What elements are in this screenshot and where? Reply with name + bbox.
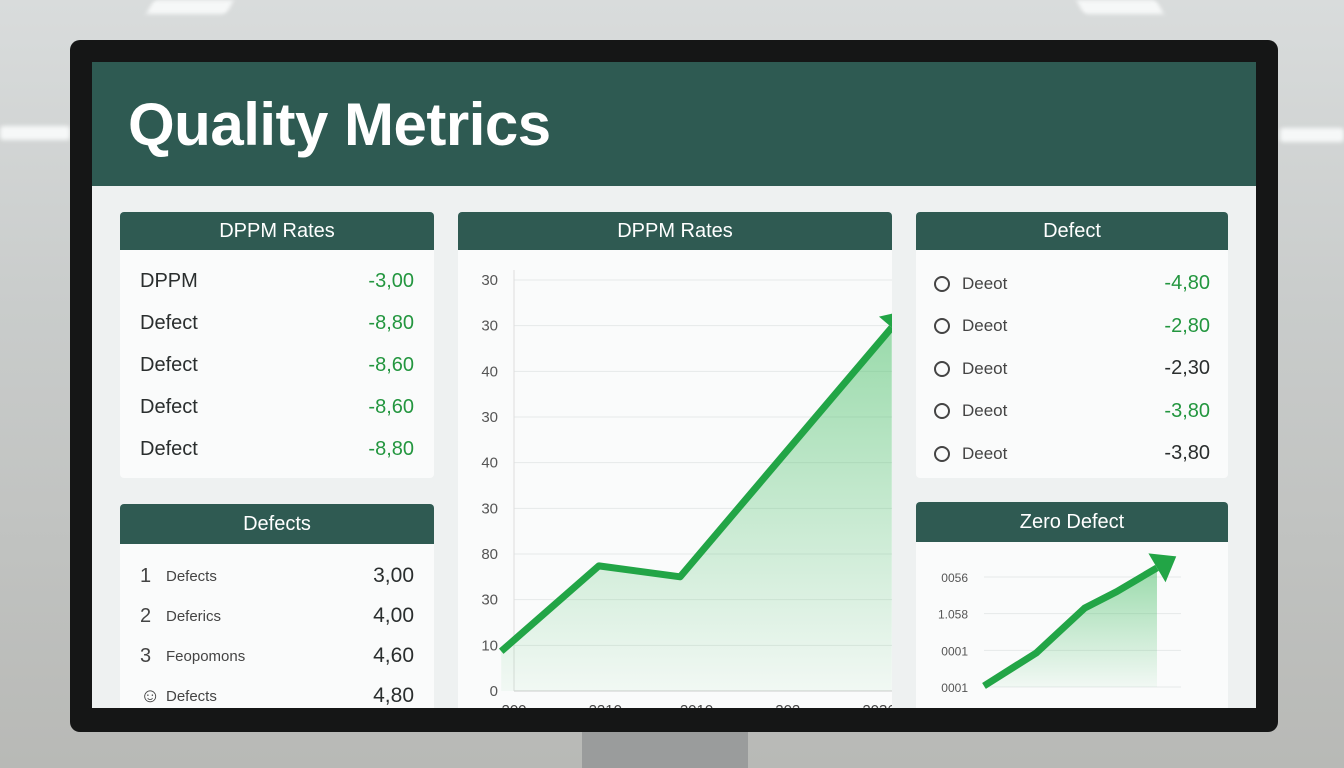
defect-label: Deeot (962, 316, 1008, 335)
monitor-stand (582, 730, 748, 768)
defect-label: Deeot (962, 273, 1008, 293)
y-tick-label: 0001 (941, 644, 968, 658)
dppm-chart-panel: DPPM Rates 0 10 30 80 30 40 30 40 30 30 200 2210 201… (458, 212, 892, 708)
metric-value: -3,00 (368, 270, 414, 292)
row-index: ☺ (140, 684, 161, 707)
panel-title: DPPM Rates (120, 212, 434, 250)
radio-button[interactable] (934, 360, 950, 377)
y-tick-label: 30 (481, 272, 498, 289)
defect-value: -2,30 (1164, 357, 1210, 379)
defect-label: Defects (166, 687, 217, 705)
list-item[interactable]: Deeot -2,80 (916, 315, 1228, 338)
defect-label: Deferics (166, 607, 222, 625)
list-item[interactable]: Deeot -2,30 (916, 357, 1228, 380)
defect-panel: Defect Deeot -4,80 Deeot -2,80 Deeot -2,30 Dee… (916, 212, 1228, 478)
list-item: 1 Defects 3,00 (120, 564, 434, 588)
dppm-line-chart: 0 10 30 80 30 40 30 40 30 30 200 2210 2010 202 2036 (481, 270, 892, 708)
defect-value: 4,60 (373, 644, 414, 667)
list-item[interactable]: Deeot -3,80 (916, 400, 1228, 423)
metric-label: DPPM (140, 270, 198, 292)
zero-defect-chart: 0001 0001 1.058 0056 (938, 553, 1181, 695)
list-item: Defect -8,60 (120, 354, 434, 377)
defect-value: -3,80 (1164, 399, 1210, 422)
defect-label: Deeot (962, 358, 1008, 378)
x-tick-label: 2210 (589, 702, 622, 708)
defect-value: 4,80 (373, 684, 414, 707)
list-item: Defect -8,80 (120, 438, 434, 461)
header: Quality Metrics (92, 62, 1256, 186)
x-tick-label: 2010 (680, 702, 713, 708)
row-index: 2 (140, 604, 152, 627)
defect-label: Deeot (962, 443, 1008, 463)
metric-value: -8,60 (368, 354, 414, 376)
x-tick-label: 200 (501, 702, 526, 708)
x-tick-label: 202 (775, 702, 800, 708)
metric-label: Defect (140, 396, 198, 418)
metric-value: -8,80 (368, 438, 414, 460)
y-tick-label: 30 (481, 318, 498, 335)
defect-value: 4,00 (373, 604, 414, 627)
panel-title: DPPM Rates (458, 212, 892, 250)
list-item: ☺ Defects 4,80 (120, 684, 434, 708)
y-tick-label: 80 (481, 546, 498, 563)
list-item: DPPM -3,00 (120, 270, 434, 293)
list-item[interactable]: Deeot -3,80 (916, 442, 1228, 465)
metric-value: -8,80 (368, 312, 414, 334)
metric-value: -8,60 (368, 396, 414, 418)
y-tick-label: 0056 (941, 571, 968, 585)
y-tick-label: 0 (490, 683, 498, 700)
radio-button[interactable] (934, 318, 950, 334)
list-item: 2 Deferics 4,00 (120, 604, 434, 628)
ceiling-light (145, 0, 235, 14)
defect-value: 3,00 (373, 564, 414, 587)
list-item[interactable]: Deeot -4,80 (916, 272, 1228, 295)
metric-label: Defect (140, 354, 198, 376)
page-title: Quality Metrics (128, 90, 551, 158)
list-item: Defect -8,80 (120, 312, 434, 335)
y-tick-label: 10 (481, 637, 498, 654)
y-tick-label: 40 (481, 455, 498, 472)
ceiling-light (0, 126, 70, 140)
series-line (498, 325, 892, 654)
dppm-rates-panel: DPPM Rates DPPM -3,00 Defect -8,80 Defect -8,… (120, 212, 434, 478)
defect-value: -3,80 (1164, 442, 1210, 464)
area-fill (501, 327, 892, 691)
arrow-head-icon (1148, 553, 1177, 583)
ceiling-light (1280, 128, 1344, 142)
radio-button[interactable] (934, 275, 950, 292)
y-tick-label: 1.058 (938, 608, 968, 622)
metric-label: Defect (140, 312, 198, 334)
y-tick-label: 0001 (941, 681, 968, 695)
panel-title: Zero Defect (916, 502, 1228, 542)
defect-label: Deeot (962, 401, 1008, 420)
panel-title: Defects (120, 504, 434, 544)
row-index: 3 (140, 644, 152, 667)
zero-defect-panel: Zero Defect 0001 0001 1.058 0056 (916, 502, 1228, 708)
defect-label: Feopomons (166, 647, 246, 665)
metric-label: Defect (140, 438, 198, 460)
x-tick-label: 2036 (862, 702, 892, 708)
y-tick-label: 30 (481, 592, 498, 609)
list-item: 3 Feopomons 4,60 (120, 644, 434, 668)
list-item: Defect -8,60 (120, 396, 434, 419)
dashboard-screen: Quality Metrics DPPM Rates DPPM -3,00 Defe… (92, 62, 1256, 708)
panel-title: Defect (916, 212, 1228, 250)
y-tick-label: 30 (481, 500, 498, 517)
ceiling-light (1075, 0, 1165, 14)
y-tick-label: 40 (481, 363, 498, 380)
defect-value: -4,80 (1164, 272, 1210, 294)
defects-panel: Defects 1 Defects 3,00 2 Deferics 4,00 3 Feopom… (120, 504, 434, 708)
radio-button[interactable] (934, 403, 950, 419)
radio-button[interactable] (934, 445, 950, 462)
y-tick-label: 30 (481, 409, 498, 426)
row-index: 1 (140, 564, 152, 587)
defect-label: Defects (166, 567, 217, 585)
defect-value: -2,80 (1164, 314, 1210, 337)
arrow-head-icon (878, 313, 892, 328)
area-fill (984, 567, 1157, 687)
